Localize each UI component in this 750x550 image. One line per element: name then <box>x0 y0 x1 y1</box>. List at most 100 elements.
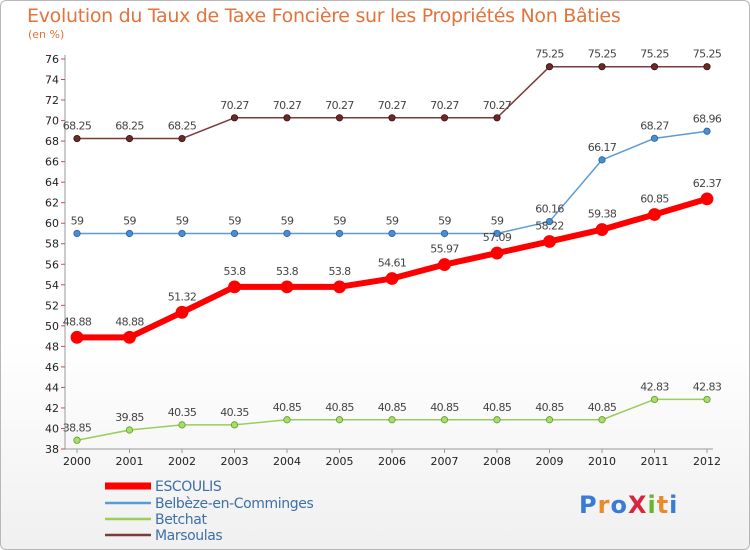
data-point-betchat <box>650 395 659 404</box>
data-point-belb-ze-en-comminges <box>230 229 239 238</box>
data-point-escoulis <box>543 235 556 248</box>
data-label-betchat: 42.83 <box>693 380 722 393</box>
legend-label-belb-ze-en-comminges: Belbèze-en-Comminges <box>155 496 313 512</box>
data-point-marsoulas <box>388 114 396 122</box>
data-point-escoulis <box>700 192 714 206</box>
data-point-marsoulas <box>703 63 711 71</box>
data-point-belb-ze-en-comminges <box>178 229 186 238</box>
data-label-belb-ze-en-comminges: 59 <box>491 214 504 227</box>
y-tick-label: 74 <box>45 74 59 87</box>
data-label-belb-ze-en-comminges: 59 <box>386 214 399 227</box>
x-tick-label: 2012 <box>693 455 721 468</box>
y-tick-label: 56 <box>45 258 59 271</box>
data-point-marsoulas <box>598 63 606 71</box>
x-tick-label: 2005 <box>326 455 354 468</box>
logo-letter: o <box>610 491 628 519</box>
data-label-escoulis: 48.88 <box>115 315 144 328</box>
data-label-escoulis: 57.09 <box>483 231 512 244</box>
data-label-escoulis: 53.8 <box>328 265 351 278</box>
data-point-marsoulas <box>230 114 239 122</box>
data-label-escoulis: 58.22 <box>535 219 564 232</box>
data-label-betchat: 40.85 <box>535 401 564 414</box>
legend-label-marsoulas: Marsoulas <box>155 528 222 544</box>
data-label-betchat: 40.85 <box>378 401 407 414</box>
data-point-marsoulas <box>125 134 134 143</box>
data-point-marsoulas <box>545 63 554 71</box>
data-label-marsoulas: 75.25 <box>588 48 617 61</box>
data-point-marsoulas <box>73 134 81 143</box>
data-point-betchat <box>335 416 344 424</box>
y-tick-label: 38 <box>45 443 59 456</box>
data-label-marsoulas: 75.25 <box>640 48 669 61</box>
data-label-betchat: 40.85 <box>325 401 354 414</box>
data-label-marsoulas: 75.25 <box>535 48 564 61</box>
x-tick-label: 2006 <box>378 455 406 468</box>
data-point-belb-ze-en-comminges <box>388 229 396 238</box>
data-point-belb-ze-en-comminges <box>440 229 449 238</box>
data-point-belb-ze-en-comminges <box>335 229 344 238</box>
data-label-betchat: 40.85 <box>588 401 617 414</box>
y-tick-label: 60 <box>45 217 59 230</box>
data-label-belb-ze-en-comminges: 59 <box>71 214 84 227</box>
data-label-marsoulas: 70.27 <box>220 99 249 112</box>
data-point-betchat <box>283 416 291 424</box>
data-point-betchat <box>125 426 134 434</box>
data-point-betchat <box>73 436 81 444</box>
y-tick-label: 40 <box>45 422 59 435</box>
logo-letter: i <box>647 491 657 519</box>
data-label-escoulis: 53.8 <box>223 265 246 278</box>
data-label-betchat: 39.85 <box>115 411 144 424</box>
data-label-marsoulas: 70.27 <box>378 99 407 112</box>
data-point-marsoulas <box>335 114 344 122</box>
data-point-escoulis <box>438 258 451 271</box>
data-label-belb-ze-en-comminges: 66.17 <box>588 141 617 154</box>
data-point-escoulis <box>595 223 609 236</box>
data-label-belb-ze-en-comminges: 59 <box>228 214 241 227</box>
data-label-marsoulas: 68.25 <box>63 120 92 133</box>
y-tick-label: 72 <box>45 94 59 107</box>
x-tick-label: 2007 <box>431 455 459 468</box>
data-point-betchat <box>230 421 239 429</box>
data-label-belb-ze-en-comminges: 59 <box>333 214 346 227</box>
data-point-escoulis <box>648 208 661 221</box>
data-label-belb-ze-en-comminges: 60.16 <box>535 203 564 216</box>
y-tick-label: 66 <box>45 156 59 169</box>
data-point-escoulis <box>280 280 294 294</box>
logo-letter: P <box>579 491 598 519</box>
data-point-belb-ze-en-comminges <box>598 156 606 164</box>
y-tick-label: 54 <box>45 279 59 292</box>
data-point-belb-ze-en-comminges <box>73 229 81 238</box>
x-tick-label: 2010 <box>588 455 616 468</box>
logo-letter: t <box>656 491 670 519</box>
data-point-escoulis <box>123 330 136 344</box>
data-point-escoulis <box>175 305 189 319</box>
x-tick-label: 2008 <box>483 455 511 468</box>
data-label-belb-ze-en-comminges: 68.96 <box>693 112 722 125</box>
y-tick-label: 52 <box>45 299 59 312</box>
data-label-escoulis: 51.32 <box>168 290 197 303</box>
data-point-marsoulas <box>440 114 449 122</box>
logo-letter: r <box>597 491 611 519</box>
data-point-betchat <box>178 421 186 429</box>
y-tick-label: 48 <box>45 340 59 353</box>
data-point-betchat <box>493 416 501 424</box>
data-point-betchat <box>440 416 449 424</box>
legend-label-betchat: Betchat <box>155 512 207 528</box>
data-point-betchat <box>703 395 711 404</box>
data-label-marsoulas: 68.25 <box>168 120 197 133</box>
x-tick-label: 2004 <box>273 455 301 468</box>
data-label-betchat: 40.85 <box>483 401 512 414</box>
data-label-escoulis: 48.88 <box>63 315 92 328</box>
x-tick-label: 2003 <box>221 455 249 468</box>
y-tick-label: 68 <box>45 135 59 148</box>
data-point-escoulis <box>228 280 241 294</box>
data-point-belb-ze-en-comminges <box>125 229 134 238</box>
data-point-belb-ze-en-comminges <box>703 127 711 135</box>
data-label-escoulis: 59.38 <box>588 208 617 221</box>
data-label-belb-ze-en-comminges: 59 <box>123 214 136 227</box>
data-label-marsoulas: 75.25 <box>693 48 722 61</box>
data-label-escoulis: 55.97 <box>430 243 459 256</box>
data-label-marsoulas: 70.27 <box>273 99 302 112</box>
chart-unit-label: (en %) <box>28 28 65 41</box>
